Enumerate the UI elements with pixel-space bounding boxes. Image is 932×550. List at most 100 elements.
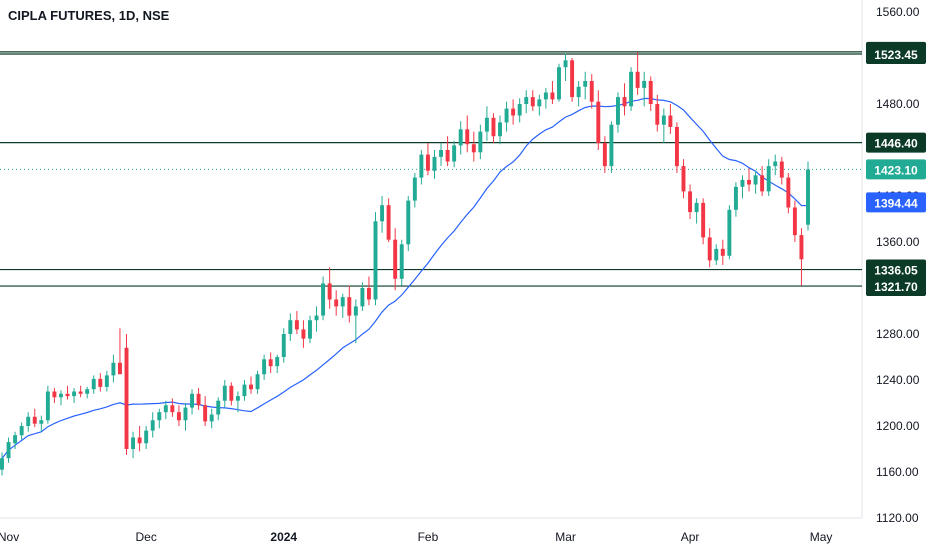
y-tick-label: 1240.00 [876,373,920,387]
candle-body [498,122,502,137]
last-price-label: 1423.10 [874,163,918,177]
candle-body [52,391,57,398]
candle-body [681,166,686,192]
candle-body [747,179,751,185]
candle-body [537,99,542,107]
candle-body [314,315,319,321]
candle-body [229,385,234,401]
candle-body [576,86,581,98]
candle-body [65,393,70,397]
candle-body [137,437,142,444]
candle-body [340,297,345,307]
candle-body [334,299,339,307]
level-price-label: 1446.40 [874,137,918,151]
candle-body [45,391,50,421]
x-tick-label: Feb [418,530,439,544]
candle-body [13,435,18,444]
candle-body [406,200,411,245]
candle-body [674,127,679,167]
level-price-label-bg [866,44,926,65]
candle-body [360,288,365,307]
level-price-label: 1336.05 [874,264,918,278]
candle-body [589,81,594,102]
candle-body [386,205,391,240]
y-tick-label: 1120.00 [876,511,919,525]
y-tick-label: 1560.00 [876,5,920,19]
candle-body [668,115,673,127]
candle-body [806,169,810,225]
candle-body [196,393,201,406]
candle-body [85,389,90,394]
candle-body [91,378,96,390]
candle-body [557,67,561,100]
candle-body [242,384,247,397]
ma-value-label: 1394.44 [874,196,918,210]
candle-body [235,396,240,401]
candle-body [445,150,450,162]
candle-body [543,92,548,100]
candle-body [655,104,660,125]
candle-body [616,97,620,125]
chart-title: CIPLA FUTURES, 1D, NSE [8,8,170,23]
candle-body [393,239,398,279]
x-tick-label: 2024 [270,530,297,544]
candle-body [6,442,11,459]
candle-body [190,393,194,408]
candle-body [144,430,149,444]
candle-body [150,420,155,431]
candle-body [366,288,371,300]
candle-body [163,405,168,413]
candle-body [157,412,162,421]
candle-body [373,221,378,300]
x-tick-label: Nov [0,530,19,544]
candle-body [104,375,109,387]
candle-body [635,71,640,88]
x-tick-label: Apr [681,530,700,544]
x-tick-label: Mar [555,530,576,544]
candle-body [32,416,37,424]
candle-body [773,161,778,167]
candle-body [275,357,280,367]
candle-body [170,405,175,413]
x-tick-label: Dec [135,530,156,544]
candle-body [301,329,306,339]
y-tick-label: 1360.00 [876,235,920,249]
candle-body [720,248,725,256]
candle-body [714,248,719,261]
candle-body [563,60,568,68]
candle-body [39,420,44,424]
candle-body [491,117,496,137]
candle-body [203,405,208,422]
candle-body [380,205,385,222]
candle-body [183,407,188,421]
candle-body [648,81,653,104]
level-price-label-bg [866,132,926,153]
candle-body [609,124,614,167]
candle-body [707,237,712,261]
candle-body [622,97,627,107]
candle-body [727,209,732,256]
candle-body [98,378,103,387]
candle-body [321,283,326,316]
candle-body [268,359,273,367]
ma-value-label-bg [866,192,926,213]
candle-body [425,154,430,171]
candle-body [471,144,476,153]
candle-body [504,108,509,123]
candle-body [740,179,745,187]
candle-body [688,191,693,213]
candle-body [701,202,706,238]
candle-body [249,384,253,390]
candle-body [458,129,463,146]
candle-body [131,437,136,449]
candle-body [308,320,312,339]
candle-body [760,175,765,192]
level-price-label-bg [866,259,926,280]
candle-body [412,177,417,201]
candle-body [353,306,358,316]
candle-body [176,412,181,421]
candle-body [799,235,804,260]
candle-body [19,426,24,436]
